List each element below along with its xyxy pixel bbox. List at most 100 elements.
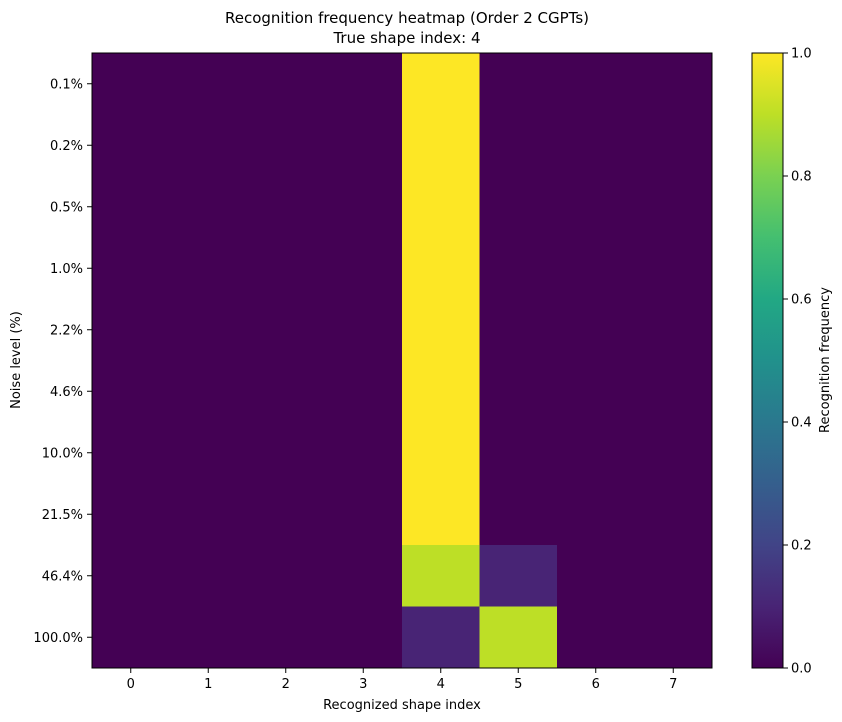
heatmap-cell — [92, 360, 170, 423]
y-tick-label: 0.2% — [50, 139, 83, 154]
colorbar — [751, 52, 784, 669]
heatmap-cell — [92, 422, 170, 484]
y-axis-label: Noise level (%) — [9, 311, 24, 409]
heatmap-cell — [324, 422, 403, 484]
y-tick-label: 100.0% — [33, 631, 83, 646]
x-tick-label: 7 — [669, 677, 677, 692]
heatmap-cell — [324, 176, 403, 238]
heatmap-cell — [479, 606, 558, 669]
heatmap-cell — [402, 606, 480, 669]
heatmap-cell — [324, 483, 403, 546]
y-tick-label: 1.0% — [50, 262, 83, 277]
heatmap-cell — [557, 545, 635, 607]
heatmap-cell — [634, 606, 713, 669]
heatmap-cell — [557, 176, 635, 238]
x-tick-label: 5 — [514, 677, 522, 692]
heatmap-cell — [634, 545, 713, 607]
heatmap-cell — [557, 237, 635, 300]
y-tick-label: 2.2% — [50, 323, 83, 338]
heatmap-cell — [247, 299, 325, 361]
heatmap-cell — [169, 422, 248, 484]
heatmap-cell — [92, 114, 170, 177]
colorbar-ticks: 0.0 0.2 0.4 0.6 0.8 1.0 — [783, 47, 812, 677]
colorbar-tick-label: 0.2 — [791, 539, 812, 554]
heatmap-cell — [169, 360, 248, 423]
heatmap-cell — [479, 176, 558, 238]
heatmap-cell — [402, 545, 480, 607]
x-tick-label: 4 — [437, 677, 445, 692]
heatmap-cell — [169, 483, 248, 546]
y-tick-label: 0.1% — [50, 77, 83, 92]
y-tick-label: 21.5% — [42, 508, 83, 523]
heatmap-cell — [479, 114, 558, 177]
heatmap-cell — [402, 53, 480, 115]
y-tick-label: 0.5% — [50, 200, 83, 215]
heatmap-cell — [634, 176, 713, 238]
heatmap-cells — [92, 53, 713, 669]
heatmap-cell — [634, 299, 713, 361]
heatmap-cell — [479, 422, 558, 484]
heatmap-cell — [402, 422, 480, 484]
heatmap-cell — [247, 483, 325, 546]
heatmap-cell — [169, 53, 248, 115]
colorbar-tick-label: 0.0 — [791, 662, 812, 677]
x-tick-label: 2 — [282, 677, 290, 692]
heatmap-cell — [634, 483, 713, 546]
heatmap-cell — [247, 237, 325, 300]
heatmap-cell — [169, 176, 248, 238]
heatmap-cell — [557, 299, 635, 361]
heatmap-cell — [247, 360, 325, 423]
heatmap-cell — [169, 237, 248, 300]
heatmap-cell — [92, 606, 170, 669]
heatmap-cell — [92, 483, 170, 546]
x-axis-label: Recognized shape index — [323, 698, 481, 713]
heatmap-cell — [479, 53, 558, 115]
heatmap-cell — [247, 606, 325, 669]
heatmap-cell — [92, 53, 170, 115]
y-tick-label: 10.0% — [42, 446, 83, 461]
heatmap-cell — [634, 114, 713, 177]
y-axis-ticks: 0.1% 0.2% 0.5% 1.0% 2.2% 4.6% 10.0% 21.5% 46.4% 1… — [33, 77, 92, 646]
heatmap-cell — [247, 545, 325, 607]
heatmap-cell — [324, 606, 403, 669]
heatmap-cell — [92, 237, 170, 300]
heatmap-cell — [92, 176, 170, 238]
chart-title: Recognition frequency heatmap (Order 2 C… — [225, 9, 589, 27]
x-tick-label: 3 — [359, 677, 367, 692]
heatmap-cell — [479, 299, 558, 361]
heatmap-cell — [402, 176, 480, 238]
colorbar-tick-label: 0.6 — [791, 293, 812, 308]
heatmap-cell — [479, 483, 558, 546]
heatmap-cell — [634, 53, 713, 115]
heatmap-cell — [402, 237, 480, 300]
heatmap-cell — [324, 114, 403, 177]
heatmap-cell — [324, 53, 403, 115]
heatmap-cell — [557, 53, 635, 115]
heatmap-cell — [247, 422, 325, 484]
heatmap-cell — [324, 545, 403, 607]
heatmap-cell — [557, 114, 635, 177]
heatmap-cell — [634, 360, 713, 423]
heatmap-cell — [402, 483, 480, 546]
heatmap-cell — [557, 483, 635, 546]
heatmap-cell — [557, 606, 635, 669]
heatmap-cell — [479, 360, 558, 423]
heatmap-cell — [634, 422, 713, 484]
colorbar-tick-label: 0.8 — [791, 170, 812, 185]
x-axis-ticks: 0 1 2 3 4 5 6 7 — [127, 668, 677, 692]
y-tick-label: 46.4% — [42, 569, 83, 584]
heatmap-cell — [247, 176, 325, 238]
heatmap-cell — [479, 237, 558, 300]
heatmap-cell — [324, 299, 403, 361]
x-tick-label: 1 — [204, 677, 212, 692]
heatmap-cell — [247, 114, 325, 177]
colorbar-tick-label: 1.0 — [791, 47, 812, 62]
x-tick-label: 6 — [592, 677, 600, 692]
heatmap-cell — [402, 360, 480, 423]
heatmap-cell — [169, 114, 248, 177]
heatmap-cell — [557, 422, 635, 484]
y-tick-label: 4.6% — [50, 385, 83, 400]
colorbar-tick-label: 0.4 — [791, 416, 812, 431]
heatmap-cell — [169, 299, 248, 361]
plot-frame — [91, 52, 713, 669]
